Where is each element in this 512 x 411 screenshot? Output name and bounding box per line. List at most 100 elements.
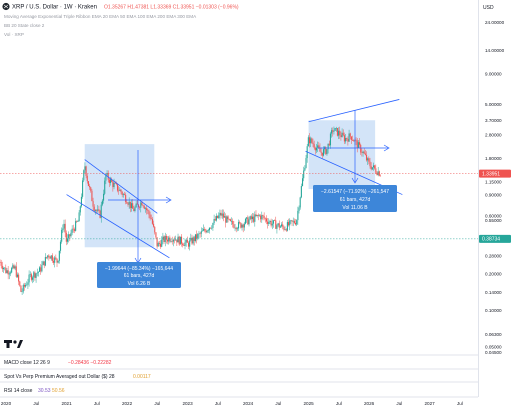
- candle-body: [375, 168, 377, 173]
- candle-body: [349, 133, 351, 137]
- candle-body: [186, 239, 188, 243]
- candle-body: [192, 237, 194, 244]
- candle-body: [229, 219, 231, 222]
- candle-body: [215, 215, 217, 221]
- candle-body: [363, 151, 365, 154]
- candle-body: [295, 222, 297, 225]
- indicator-volume[interactable]: Vol · XRP: [4, 32, 24, 37]
- trendline-1[interactable]: [84, 159, 158, 214]
- candle-body: [129, 201, 131, 209]
- candle-body: [73, 229, 76, 231]
- time-tick-label: Jul: [33, 401, 39, 406]
- candle-body: [30, 274, 32, 280]
- measure-arrows: [108, 110, 390, 264]
- candle-body: [207, 230, 209, 231]
- measure-label-2[interactable]: −2.61547 (−71.92%) −261,547 61 bars, 427…: [313, 185, 397, 212]
- candle-body: [134, 207, 136, 212]
- trendline-3[interactable]: [308, 99, 400, 123]
- candle-body: [34, 272, 36, 278]
- candle-body: [41, 264, 43, 272]
- candle-body: [75, 221, 77, 231]
- candle-body: [329, 133, 332, 146]
- candle-body: [103, 193, 105, 201]
- measure-ranges[interactable]: [84, 120, 376, 248]
- candle-body: [142, 205, 144, 207]
- candle-body: [254, 214, 256, 222]
- tradingview-logo-icon[interactable]: [4, 340, 23, 348]
- spot-perp-pane[interactable]: Spot Vs Perp Premium Averaged out Dollar…: [4, 374, 151, 380]
- candle-body: [360, 144, 362, 153]
- candle-body: [178, 236, 180, 245]
- candle-body: [339, 130, 341, 136]
- pane-frame: [0, 0, 479, 398]
- price-tick-label: 0.90000: [485, 192, 502, 197]
- candle-body: [91, 190, 93, 202]
- indicator-bb[interactable]: BB 20 State close 2: [4, 23, 45, 28]
- candle-body: [148, 210, 150, 215]
- measure-label-1[interactable]: −1.99644 (−85.34%) −165,644 61 bars, 427…: [97, 262, 181, 288]
- rsi-pane[interactable]: RSI 14 close 30.53 50.56: [4, 388, 65, 394]
- candle-body: [200, 231, 202, 234]
- candle-body: [176, 239, 178, 243]
- candle-body: [8, 273, 10, 275]
- candle-body: [45, 257, 48, 258]
- candle-body: [112, 181, 114, 188]
- candle-body: [353, 140, 355, 142]
- rsi-extra: 50.56: [52, 388, 65, 394]
- candle-body: [49, 256, 51, 259]
- candle-body: [52, 260, 55, 263]
- candle-body: [78, 212, 80, 222]
- price-axis[interactable]: USD 24.00000 14.00000 9.00000 5.00000 3.7000…: [483, 5, 505, 355]
- symbol-title[interactable]: XRP / U.S. Dollar · 1W · Kraken: [12, 5, 97, 11]
- candle-body: [27, 282, 29, 285]
- candle-body: [105, 174, 107, 181]
- price-tick-label: 0.14000: [485, 290, 502, 295]
- time-tick-label: Jul: [336, 401, 342, 406]
- candle-body: [340, 135, 342, 138]
- candle-body: [285, 229, 287, 231]
- candle-body: [163, 236, 165, 242]
- candle-body: [130, 203, 133, 209]
- candle-body: [219, 212, 221, 216]
- candle-body: [12, 265, 14, 269]
- candle-body: [99, 210, 101, 218]
- candle-body: [327, 143, 329, 150]
- macd-pane[interactable]: MACD close 12 26 9 −0.28436 −0.22282: [4, 360, 112, 366]
- indicator-ema-ribbon[interactable]: Moving Average Exponential Triple Ribbon…: [4, 14, 197, 19]
- measure-label-2-line2: 61 bars, 427d: [340, 197, 371, 203]
- candle-body: [57, 260, 59, 263]
- candle-body: [93, 206, 95, 212]
- candle-body: [25, 284, 27, 287]
- candle-body: [234, 227, 236, 229]
- measure-label-1-line1: −1.99644 (−85.34%) −165,644: [105, 266, 173, 272]
- candle-body: [283, 226, 285, 230]
- candle-body: [296, 220, 298, 225]
- candle-body: [271, 223, 273, 226]
- candle-body: [199, 233, 201, 235]
- candle-body: [240, 222, 242, 228]
- candle-body: [267, 221, 269, 224]
- candle-body: [260, 215, 262, 220]
- candle-body: [108, 179, 110, 184]
- candle-body: [374, 165, 376, 169]
- candle-body: [111, 179, 113, 182]
- measure-label-2-line1: −2.61547 (−71.92%) −261,547: [321, 189, 389, 195]
- candle-body: [232, 220, 234, 225]
- time-axis[interactable]: 2020 Jul 2021 Jul 2022 Jul 2023 Jul 2024 Jul 2025 J…: [1, 401, 463, 406]
- candles: [0, 126, 382, 296]
- measure-range-1[interactable]: [84, 144, 155, 248]
- trendline-2[interactable]: [66, 194, 170, 259]
- candle-body: [251, 216, 254, 220]
- candle-body: [151, 218, 153, 224]
- candle-body: [286, 222, 288, 231]
- candle-body: [72, 228, 74, 230]
- candle-body: [213, 218, 215, 224]
- candle-body: [343, 135, 345, 142]
- candle-body: [54, 257, 56, 263]
- candle-body: [169, 237, 171, 242]
- candle-body: [183, 245, 185, 246]
- candle-body: [303, 170, 305, 179]
- candle-body: [40, 267, 42, 272]
- candle-body: [146, 208, 148, 211]
